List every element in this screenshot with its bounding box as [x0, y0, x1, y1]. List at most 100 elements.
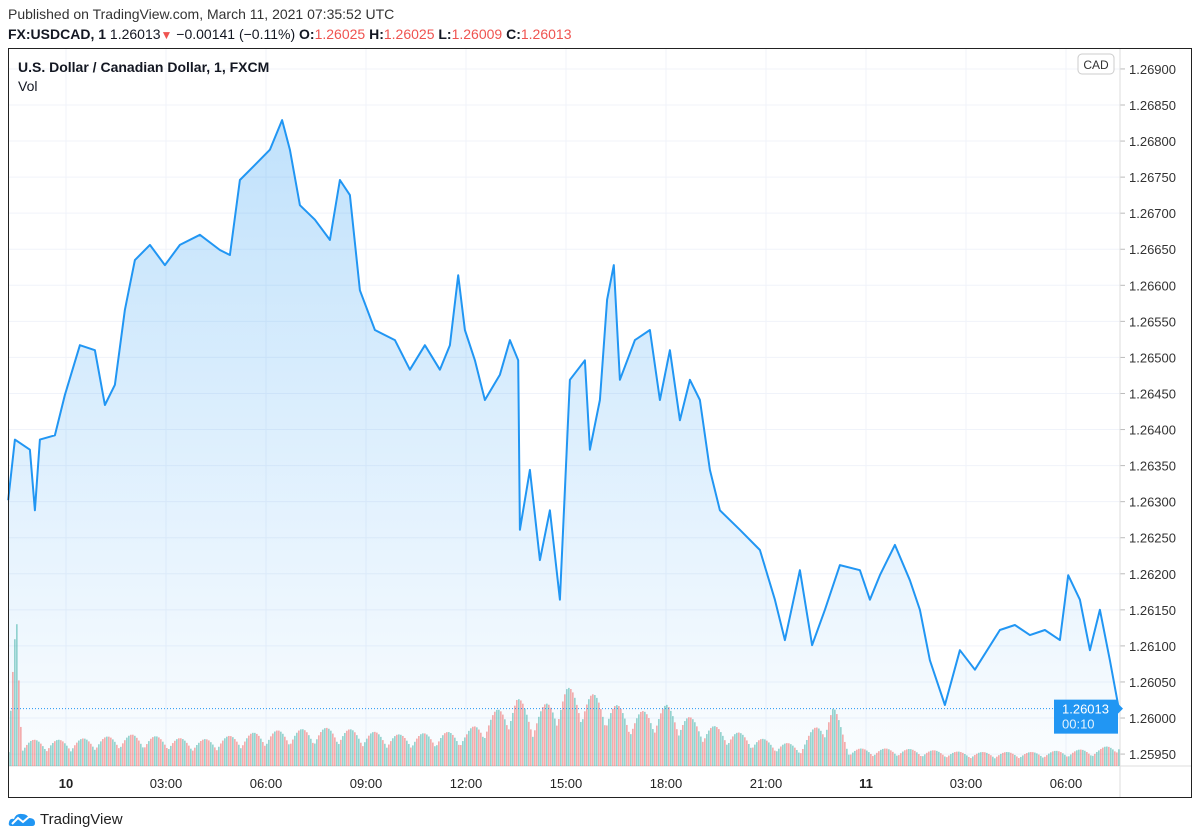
volume-bar [608, 718, 610, 766]
volume-bar [178, 738, 180, 766]
volume-bar [1050, 752, 1052, 766]
volume-bar [462, 741, 464, 766]
volume-bar [152, 737, 154, 766]
volume-bar [1086, 752, 1088, 766]
volume-bar [1036, 753, 1038, 766]
volume-bar [710, 727, 712, 766]
volume-bar [742, 734, 744, 766]
volume-bar [272, 733, 274, 766]
volume-bar [450, 733, 452, 766]
volume-bar [1044, 756, 1046, 766]
open-value: 1.26025 [314, 26, 366, 42]
volume-bar [286, 740, 288, 766]
y-tick-label: 1.26150 [1129, 603, 1176, 618]
volume-bar [44, 748, 46, 766]
volume-bar [502, 714, 504, 766]
volume-bar [28, 742, 30, 766]
volume-bar [738, 732, 740, 766]
volume-bar [250, 733, 252, 766]
volume-bar [634, 723, 636, 766]
volume-bar [386, 747, 388, 766]
volume-bar [566, 689, 568, 766]
volume-bar [304, 730, 306, 766]
volume-bar [206, 739, 208, 766]
volume-bar [990, 755, 992, 766]
volume-bar [190, 748, 192, 766]
volume-bar [264, 745, 266, 766]
volume-bar [308, 735, 310, 766]
volume-bar [988, 753, 990, 766]
y-tick-label: 1.25950 [1129, 747, 1176, 762]
volume-bar [508, 729, 510, 766]
volume-bar [458, 744, 460, 766]
volume-bar [174, 740, 176, 766]
volume-bar [456, 741, 458, 766]
volume-bar [728, 743, 730, 766]
volume-bar [1020, 756, 1022, 766]
tradingview-logo[interactable]: TradingView [8, 810, 123, 828]
volume-bar [790, 744, 792, 766]
volume-bar [816, 727, 818, 766]
volume-bar [652, 729, 654, 766]
volume-bar [210, 742, 212, 766]
price-line [7, 119, 1120, 709]
volume-bar [406, 740, 408, 766]
volume-bar [714, 726, 716, 766]
volume-bar [726, 744, 728, 766]
volume-bar [598, 702, 600, 766]
volume-bar [300, 729, 302, 766]
volume-bar [520, 700, 522, 766]
volume-bar [760, 739, 762, 766]
y-tick-label: 1.26200 [1129, 567, 1176, 582]
volume-bar [788, 743, 790, 766]
volume-bar [600, 709, 602, 766]
volume-bar [434, 746, 436, 766]
volume-bar [168, 749, 170, 766]
volume-bar [128, 735, 130, 766]
volume-bar [416, 738, 418, 766]
volume-bar [228, 735, 230, 766]
volume-bar [774, 750, 776, 766]
volume-bar [530, 729, 532, 766]
volume-bar [104, 737, 106, 766]
volume-bar [716, 727, 718, 766]
volume-bar [364, 742, 366, 766]
volume-bar [910, 749, 912, 766]
volume-bar [414, 741, 416, 766]
volume-bar [946, 757, 948, 766]
volume-bar [442, 735, 444, 766]
volume-bar [538, 716, 540, 766]
volume-bar [108, 736, 110, 766]
volume-bar [984, 752, 986, 766]
volume-bar [392, 738, 394, 766]
volume-bar [452, 734, 454, 766]
volume-bar [482, 736, 484, 766]
volume-bar [486, 731, 488, 766]
brand-name: TradingView [40, 810, 123, 828]
volume-bar [544, 704, 546, 766]
volume-bar [686, 718, 688, 766]
volume-bar [344, 732, 346, 766]
volume-bar [16, 624, 18, 766]
volume-bar [318, 735, 320, 766]
y-tick-label: 1.26300 [1129, 495, 1176, 510]
volume-bar [1004, 752, 1006, 766]
volume-bar [184, 740, 186, 766]
volume-bar [708, 730, 710, 766]
volume-bar [240, 748, 242, 766]
volume-bar [428, 736, 430, 766]
volume-bar [338, 744, 340, 766]
volume-bar [838, 720, 840, 766]
x-tick-label: 09:00 [350, 776, 383, 791]
volume-bar [674, 722, 676, 766]
volume-bar [632, 728, 634, 766]
volume-bar [1074, 751, 1076, 766]
volume-bar [274, 731, 276, 766]
volume-bar [960, 752, 962, 766]
volume-bar [324, 728, 326, 766]
volume-bar [540, 711, 542, 766]
volume-bar [18, 680, 20, 766]
volume-bar [992, 756, 994, 766]
volume-bar [50, 745, 52, 766]
